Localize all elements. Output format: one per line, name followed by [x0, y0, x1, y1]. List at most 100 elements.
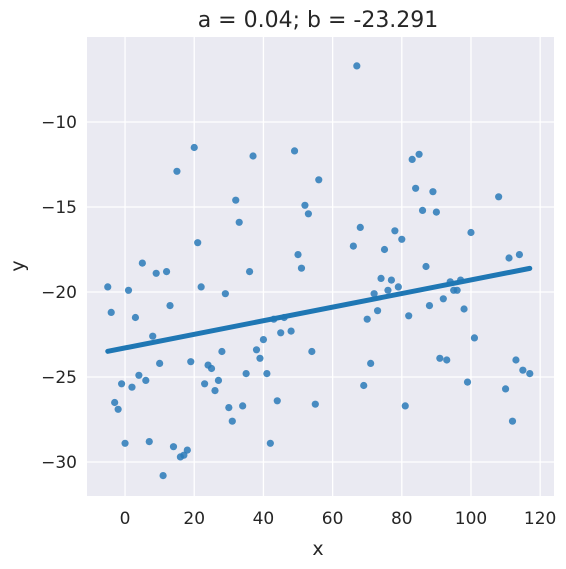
data-point [467, 228, 475, 237]
data-point [353, 62, 361, 70]
x-tick-labels: 0 20 40 60 80 100 120 [120, 509, 557, 529]
data-point [121, 439, 129, 447]
data-point [401, 402, 409, 410]
data-point [145, 438, 153, 446]
y-tick-label: −25 [41, 368, 77, 388]
data-point [405, 312, 413, 320]
x-tick-label: 40 [253, 509, 275, 529]
data-point [463, 378, 472, 386]
data-point [297, 264, 306, 272]
data-point [460, 305, 468, 313]
data-point [505, 254, 513, 262]
data-point [232, 196, 240, 204]
data-point [512, 356, 520, 364]
data-point [159, 472, 167, 480]
data-point [214, 376, 223, 384]
data-point [242, 370, 250, 378]
x-tick-label: 120 [524, 509, 556, 529]
data-point [377, 274, 385, 282]
data-point [162, 268, 171, 276]
data-point [304, 210, 312, 218]
data-point [235, 218, 243, 226]
data-point [131, 313, 140, 322]
data-point [207, 364, 216, 373]
data-point [166, 302, 174, 310]
data-point [526, 370, 534, 378]
data-point [252, 346, 261, 354]
data-point [425, 302, 434, 310]
data-point [422, 262, 430, 271]
data-point [117, 380, 126, 388]
y-tick-label: −15 [41, 198, 77, 218]
data-point [173, 167, 181, 175]
data-point [301, 201, 309, 209]
data-point [384, 286, 392, 294]
x-tick-label: 100 [455, 509, 487, 529]
y-axis-label: y [7, 260, 29, 271]
x-tick-label: 20 [183, 509, 205, 529]
data-point [138, 259, 146, 267]
data-point [228, 417, 236, 425]
y-tick-label: −30 [41, 453, 77, 473]
data-point [370, 290, 378, 298]
grid [87, 37, 554, 496]
data-point [408, 155, 416, 163]
data-point [495, 193, 503, 201]
x-tick-label: 60 [322, 509, 344, 529]
data-point [190, 143, 198, 152]
x-axis-label: x [312, 538, 323, 560]
data-point [114, 405, 122, 413]
data-point [156, 359, 164, 367]
data-point [221, 290, 229, 298]
data-point [391, 227, 399, 235]
data-point [249, 152, 257, 160]
data-point [439, 295, 447, 303]
y-tick-label: −10 [41, 113, 77, 133]
data-point [211, 387, 219, 395]
data-point [356, 223, 364, 231]
chart-title: a = 0.04; b = -23.291 [198, 8, 439, 33]
data-point [363, 315, 371, 323]
data-point [135, 371, 143, 379]
data-point [263, 370, 271, 378]
plot-background [87, 37, 554, 496]
data-point [194, 239, 202, 247]
data-point [245, 268, 254, 276]
data-point [239, 402, 247, 410]
data-point [180, 451, 188, 459]
data-point [373, 307, 382, 315]
data-points [104, 62, 534, 480]
data-point [183, 446, 191, 454]
data-point [142, 376, 150, 384]
data-point [273, 397, 281, 405]
data-point [290, 147, 299, 155]
data-point [519, 366, 527, 374]
data-point [501, 385, 510, 393]
data-point [470, 334, 479, 342]
data-point [111, 398, 119, 407]
data-point [256, 354, 264, 362]
data-point [104, 283, 112, 291]
data-point [294, 251, 302, 259]
data-point [311, 400, 319, 408]
data-point [394, 283, 402, 291]
data-point [387, 276, 396, 284]
data-point [360, 381, 368, 390]
data-point [436, 354, 444, 362]
data-point [187, 358, 195, 366]
data-point [308, 347, 316, 356]
data-point [277, 329, 285, 337]
data-point [201, 380, 209, 388]
data-point [149, 332, 157, 340]
data-point [515, 251, 524, 259]
data-point [380, 245, 389, 254]
data-point [218, 347, 226, 356]
data-point [443, 356, 451, 364]
data-point [169, 443, 178, 451]
data-point [429, 188, 437, 196]
data-point [128, 383, 136, 391]
regression-line [105, 265, 533, 354]
data-point [266, 439, 274, 447]
data-point [259, 336, 268, 344]
